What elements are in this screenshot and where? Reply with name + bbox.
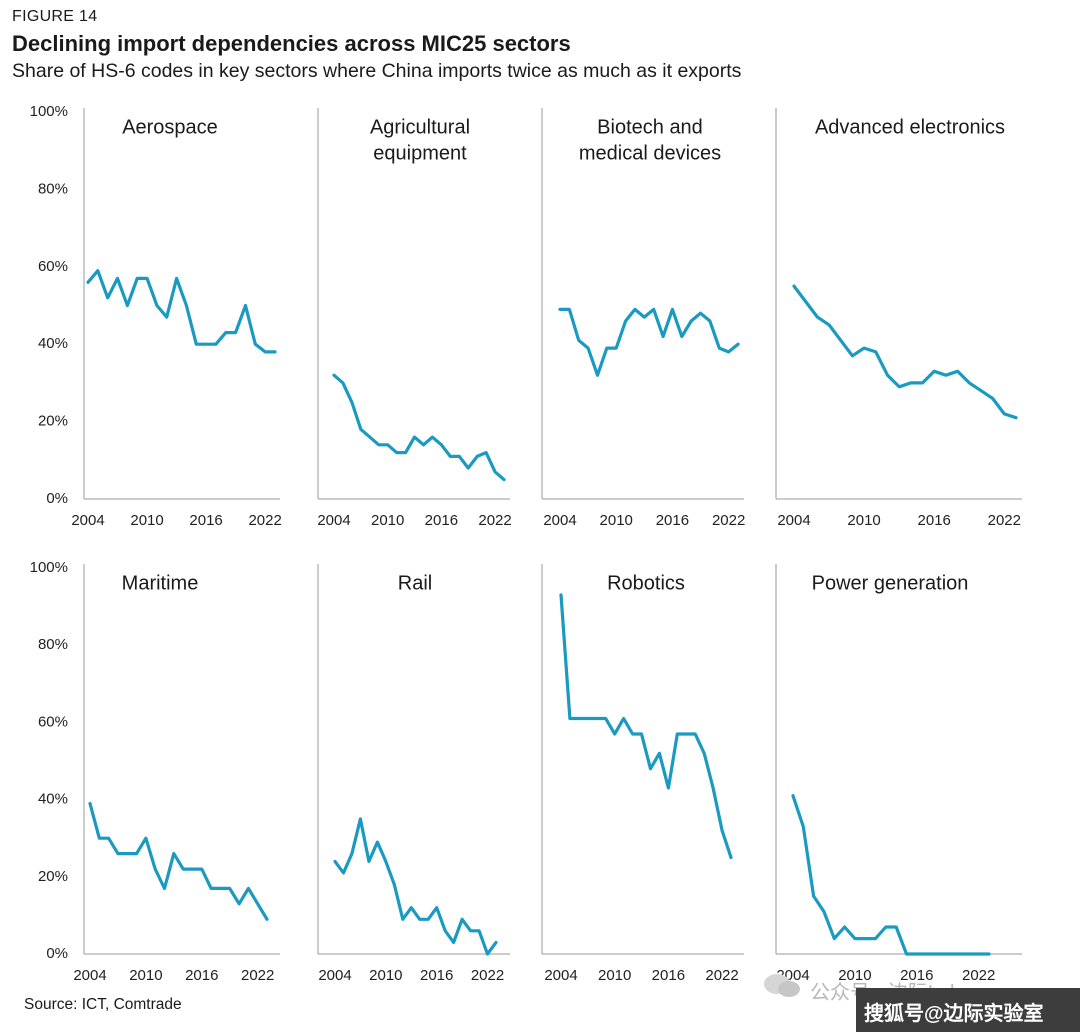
- watermark-bar: 搜狐号@边际实验室: [856, 988, 1080, 1032]
- y-tick-label: 0%: [46, 490, 68, 507]
- x-tick-label: 2022: [478, 512, 511, 529]
- x-tick-label: 2004: [73, 967, 106, 984]
- chart-subtitle: Share of HS-6 codes in key sectors where…: [12, 60, 742, 82]
- y-tick-label: 60%: [38, 258, 68, 275]
- series-line: [559, 593, 733, 860]
- x-tick-label: 2004: [318, 967, 351, 984]
- panel-title: equipment: [373, 143, 467, 165]
- x-tick-label: 2010: [371, 512, 404, 529]
- x-tick-label: 2016: [918, 512, 951, 529]
- x-tick-label: 2016: [652, 967, 685, 984]
- x-tick-label: 2022: [248, 512, 281, 529]
- chart-panel: Aerospace 100% 80% 60% 40% 20% 0%2004 2010 2016 2…: [30, 103, 282, 529]
- y-tick-label: 40%: [38, 335, 68, 352]
- y-tick-label: 40%: [38, 791, 68, 808]
- source-note: Source: ICT, Comtrade: [24, 996, 182, 1013]
- series-line: [86, 269, 277, 354]
- chart-panel: Agricultural equipment 2004 2010 2016 2022: [317, 108, 512, 529]
- x-tick-label: 2004: [544, 967, 577, 984]
- x-tick-label: 2016: [656, 512, 689, 529]
- panel-title: Maritime: [122, 573, 199, 595]
- x-tick-label: 2016: [420, 967, 453, 984]
- series-line: [792, 284, 1018, 420]
- panel-title: Advanced electronics: [815, 117, 1005, 139]
- chart-title: Declining import dependencies across MIC…: [12, 31, 571, 56]
- panel-title: Biotech and: [597, 117, 703, 139]
- y-tick-label: 100%: [30, 103, 68, 120]
- series-line: [88, 801, 269, 921]
- x-tick-label: 2004: [71, 512, 104, 529]
- x-tick-label: 2010: [598, 967, 631, 984]
- x-tick-label: 2010: [369, 967, 402, 984]
- series-line: [332, 373, 506, 482]
- x-tick-label: 2004: [317, 512, 350, 529]
- y-tick-label: 0%: [46, 945, 68, 962]
- x-tick-label: 2016: [900, 967, 933, 984]
- chart-panel: Biotech and medical devices 2004 2010 2016 20…: [541, 108, 745, 529]
- x-tick-label: 2004: [543, 512, 576, 529]
- x-tick-label: 2016: [185, 967, 218, 984]
- x-tick-label: 2022: [712, 512, 745, 529]
- series-line: [558, 307, 740, 377]
- watermark-bar-text: 搜狐号@边际实验室: [864, 1003, 1044, 1025]
- chart-panel: Advanced electronics 2004 2010 2016 2022: [775, 108, 1022, 529]
- x-tick-label: 2016: [189, 512, 222, 529]
- x-tick-label: 2004: [777, 512, 810, 529]
- y-tick-label: 80%: [38, 636, 68, 653]
- series-line: [333, 817, 498, 956]
- x-tick-label: 2022: [471, 967, 504, 984]
- x-tick-label: 2022: [988, 512, 1021, 529]
- x-tick-label: 2016: [425, 512, 458, 529]
- x-tick-label: 2010: [838, 967, 871, 984]
- x-tick-label: 2010: [600, 512, 633, 529]
- y-tick-label: 100%: [30, 559, 68, 576]
- x-tick-label: 2022: [705, 967, 738, 984]
- series-line: [791, 794, 991, 956]
- x-tick-label: 2010: [847, 512, 880, 529]
- chart-panel: Robotics 2004 2010 2016 2022: [541, 564, 744, 984]
- wechat-icon: [764, 974, 800, 997]
- panel-title: medical devices: [579, 143, 721, 165]
- y-tick-label: 80%: [38, 180, 68, 197]
- y-tick-label: 20%: [38, 413, 68, 430]
- x-tick-label: 2010: [129, 967, 162, 984]
- panel-title: Power generation: [812, 573, 969, 595]
- chart-panel: Rail 2004 2010 2016 2022: [317, 564, 510, 984]
- figure-label: FIGURE 14: [12, 8, 98, 25]
- x-tick-label: 2022: [241, 967, 274, 984]
- panel-title: Aerospace: [122, 117, 218, 139]
- chart-panel: Maritime 100% 80% 60% 40% 20% 0% 2004 2010 2016 20…: [30, 559, 280, 984]
- panel-title: Rail: [398, 573, 432, 595]
- y-tick-label: 60%: [38, 713, 68, 730]
- y-tick-label: 20%: [38, 868, 68, 885]
- x-tick-label: 2010: [130, 512, 163, 529]
- x-tick-label: 2022: [962, 967, 995, 984]
- panel-title: Agricultural: [370, 117, 470, 139]
- panel-title: Robotics: [607, 573, 685, 595]
